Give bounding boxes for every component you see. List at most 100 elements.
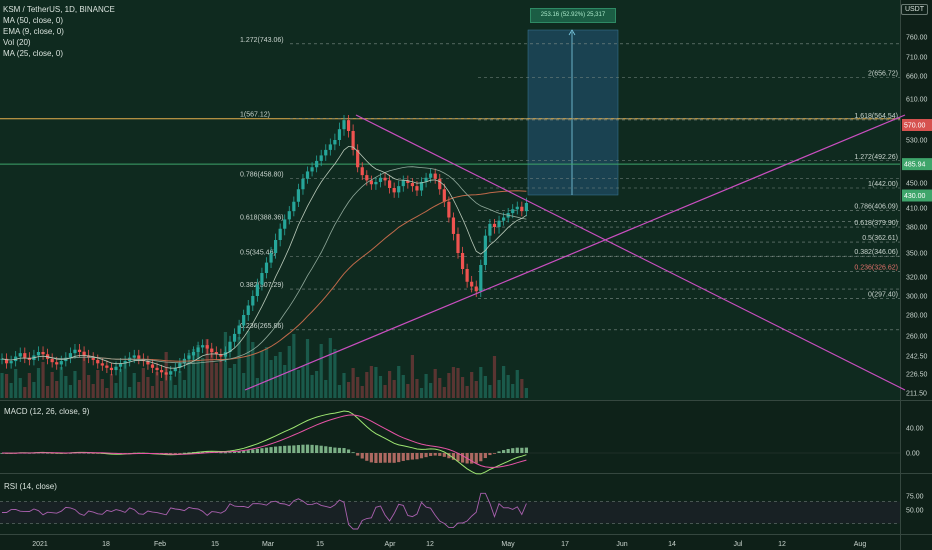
price-tick-label: 660.00	[906, 74, 928, 81]
fib-level-label: 0.382(346.06)	[854, 249, 898, 256]
volume-bar	[232, 364, 237, 398]
candle-body	[488, 223, 492, 236]
macd-hist-bar	[460, 453, 465, 463]
volume-bar	[123, 363, 127, 398]
macd-hist-bar	[497, 451, 501, 453]
volume-bar	[64, 376, 68, 398]
macd-hist-bar	[360, 453, 364, 459]
candle-body	[406, 180, 410, 183]
volume-bar	[342, 373, 346, 398]
fib-level-label: 0.5(362.61)	[862, 235, 898, 242]
currency-badge[interactable]: USDT	[900, 4, 928, 15]
macd-hist-bar	[456, 453, 460, 462]
volume-bar	[141, 368, 145, 398]
macd-hist-bar	[397, 453, 401, 463]
candle-body	[337, 129, 342, 140]
volume-bar	[77, 380, 82, 398]
volume-bar	[369, 366, 373, 398]
volume-bar	[419, 388, 424, 398]
candle-body	[187, 355, 191, 359]
volume-bar	[374, 367, 378, 398]
macd-hist-bar	[223, 452, 228, 454]
candle-body	[169, 371, 173, 375]
macd-hist-bar	[479, 453, 483, 462]
candle-body	[442, 189, 446, 202]
macd-hist-bar	[374, 453, 378, 464]
price-tick-label: 530.00	[906, 138, 928, 145]
candle-body	[305, 171, 310, 179]
legend-vol: Vol (20)	[3, 38, 31, 47]
macd-hist-bar	[383, 453, 387, 463]
volume-bar	[173, 385, 177, 398]
price-tick-label: 226.50	[906, 372, 928, 379]
candle-body	[109, 367, 114, 371]
candle-body	[191, 352, 196, 356]
candle-body	[433, 173, 437, 179]
volume-bar	[305, 339, 310, 398]
macd-hist-bar	[324, 446, 328, 453]
macd-hist-bar	[50, 453, 54, 454]
volume-bar	[283, 365, 287, 398]
candle-body	[150, 364, 155, 368]
volume-bar	[201, 358, 205, 398]
candle-body	[287, 211, 291, 220]
macd-hist-bar	[392, 453, 396, 463]
macd-hist-bar	[388, 453, 392, 463]
macd-hist-bar	[524, 447, 528, 453]
candle-body	[68, 353, 72, 358]
volume-bar	[23, 387, 27, 398]
volume-bar	[301, 366, 305, 398]
volume-bar	[492, 356, 497, 398]
fib-level-label: 1.272(743.06)	[240, 37, 284, 44]
candle-body	[419, 181, 424, 191]
candle-body	[155, 367, 159, 371]
price-tick-label: 320.00	[906, 275, 928, 282]
candle-body	[397, 186, 401, 193]
candle-body	[315, 160, 319, 168]
legend-ma50: MA (50, close, 0)	[3, 16, 64, 25]
macd-tick-label: 40.00	[906, 426, 924, 433]
macd-hist-bar	[378, 453, 383, 463]
x-tick-label: 15	[316, 541, 324, 548]
volume-bar	[132, 373, 136, 398]
macd-hist-bar	[520, 447, 524, 453]
macd-hist-bar	[173, 453, 177, 454]
candle-body	[515, 206, 519, 210]
macd-hist-bar	[46, 452, 50, 454]
volume-bar	[397, 366, 401, 398]
macd-hist-bar	[333, 447, 337, 453]
volume-bar	[205, 339, 209, 398]
macd-hist-bar	[337, 447, 342, 453]
volume-bar	[524, 388, 528, 398]
volume-bar	[383, 385, 387, 398]
candle-body	[460, 253, 465, 269]
volume-bar	[73, 371, 77, 398]
candle-body	[351, 131, 355, 150]
macd-hist-bar	[242, 450, 246, 453]
candle-body	[132, 355, 136, 358]
candle-body	[9, 361, 13, 364]
candle-body	[91, 357, 95, 360]
candle-body	[201, 345, 205, 348]
volume-bar	[456, 368, 460, 398]
volume-bar	[328, 338, 332, 398]
candle-body	[310, 167, 314, 172]
candle-body	[470, 281, 474, 287]
candle-body	[123, 361, 127, 364]
volume-bar	[429, 383, 433, 398]
volume-bar	[251, 342, 255, 398]
ma25-line	[47, 166, 527, 364]
macd-hist-bar	[433, 453, 437, 456]
volume-bar	[137, 382, 141, 398]
macd-hist-bar	[187, 452, 191, 454]
candle-body	[356, 149, 360, 168]
candle-body	[0, 358, 4, 360]
candle-body	[4, 358, 9, 364]
fib-level-label: 0.236(326.62)	[854, 265, 898, 272]
volume-bar	[392, 380, 396, 398]
candle-body	[415, 186, 419, 191]
x-tick-label: Aug	[854, 541, 867, 548]
volume-bar	[109, 374, 114, 398]
volume-bar	[438, 378, 442, 398]
